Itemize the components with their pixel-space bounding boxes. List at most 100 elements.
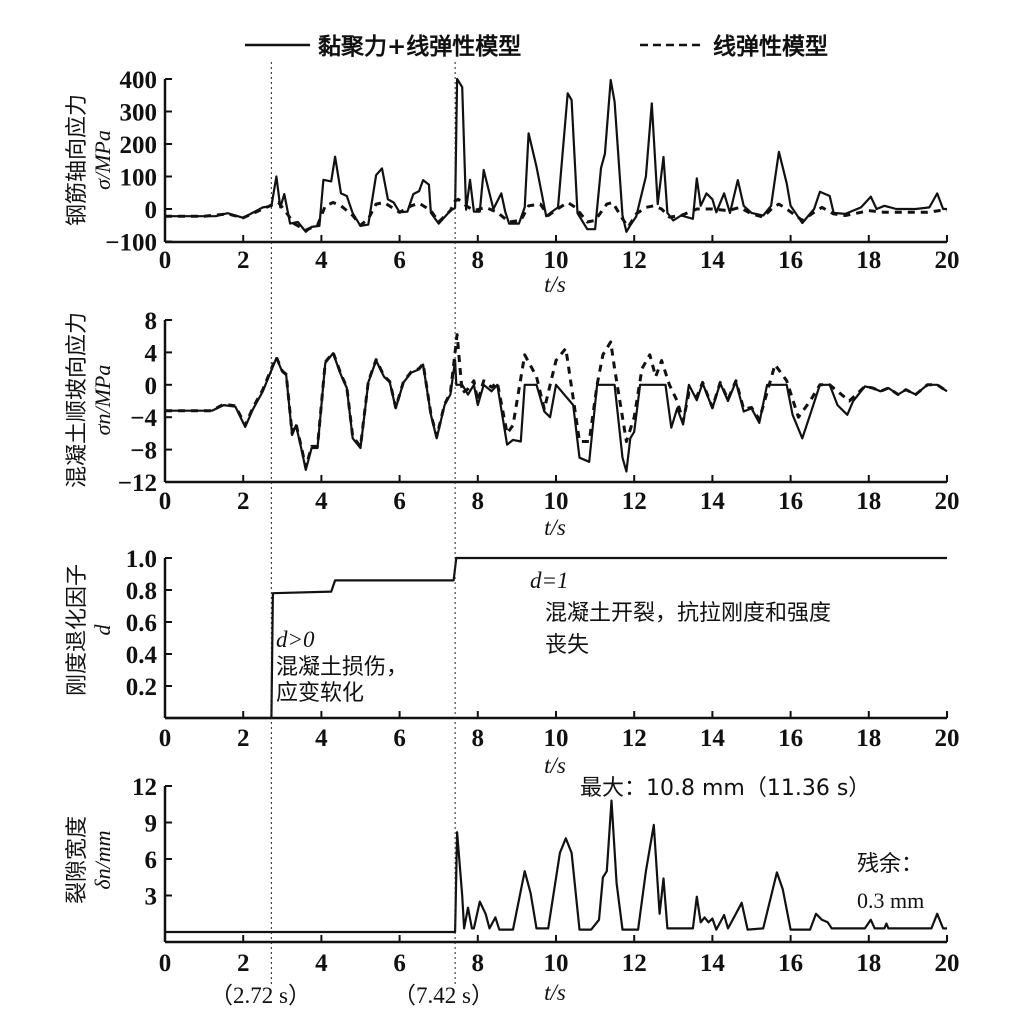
y-tick-label: −8 [130,438,157,465]
y-tick-label: 0 [145,197,158,224]
y-tick-label: 200 [120,132,158,159]
x-tick-label: 20 [935,725,960,752]
annotation-residual-value: 0.3 mm [857,888,924,913]
x-tick-label: 18 [856,247,881,274]
legend-solid-label: 黏聚力+线弹性模型 [318,33,521,60]
annotation-crack-line1: 混凝土开裂，抗拉刚度和强度 [545,601,831,626]
x-tick-label: 12 [622,488,647,515]
legend: 黏聚力+线弹性模型 线弹性模型 [245,33,828,60]
y-axis-symbol: d [90,624,115,636]
x-tick-label: 2 [237,247,250,274]
x-tick-label: 16 [778,950,803,977]
y-axis-symbol: σn/MPa [90,365,115,436]
x-axis-label: t/s [544,753,566,778]
annotation-max: 最大：10.8 mm（11.36 s） [580,776,870,801]
y-axis-label: 刚度退化因子 [65,564,90,696]
series-line-cohesive-solid [165,77,947,233]
x-tick-label: 8 [472,950,485,977]
x-tick-label: 14 [700,247,726,274]
x-tick-label: 4 [315,950,328,977]
y-tick-label: 100 [120,165,158,192]
x-tick-label: 12 [622,725,647,752]
y-tick-label: −12 [118,470,157,497]
y-axis-label: 钢筋轴向应力 [65,94,90,226]
x-tick-label: 14 [700,950,726,977]
y-tick-label: 400 [120,67,158,94]
x-tick-label: 8 [472,247,485,274]
x-axis-label: t/s [544,272,566,297]
series-line-cohesive-solid [165,799,947,934]
annotation-residual-label: 残余： [857,852,923,877]
marker-label-t1: （2.72 s） [210,983,311,1008]
subplot-3: 0 2 4 6 8 10 12 14 16 18 20 1.0 0.8 0.6 0.4 0.2 t/s 刚度退化因… [65,546,960,778]
annotation-damage-symbol: d>0 [276,627,315,652]
x-axis-label: t/s [544,980,566,1005]
subplot-4: 0 2 4 6 8 10 12 14 16 18 20 12 9 6 3 t/s 裂隙宽度 δn/mm 最大：10.… [65,774,960,1005]
y-tick-label: 12 [132,774,157,801]
x-tick-label: 6 [393,488,406,515]
x-tick-label: 10 [544,725,569,752]
x-tick-label: 4 [315,247,328,274]
y-tick-label: −100 [105,230,157,257]
y-axis-symbol: δn/mm [90,830,115,889]
x-tick-label: 6 [393,950,406,977]
x-tick-label: 2 [237,725,250,752]
series-line-elastic-dashed [165,333,948,469]
y-tick-label: 3 [145,884,158,911]
x-tick-label: 10 [544,488,569,515]
x-tick-label: 16 [778,488,803,515]
series-line-cohesive-solid [165,352,948,473]
x-tick-label: 6 [393,725,406,752]
x-tick-label: 12 [622,247,647,274]
legend-dashed-label: 线弹性模型 [713,33,828,60]
x-tick-label: 8 [472,725,485,752]
x-tick-label: 20 [935,950,960,977]
y-tick-label: 0.2 [126,674,157,701]
y-axis-label: 裂隙宽度 [65,816,90,904]
y-tick-label: 300 [120,100,158,127]
x-tick-label: 0 [159,725,172,752]
x-tick-label: 2 [237,488,250,515]
x-tick-label: 20 [935,488,960,515]
x-tick-label: 8 [472,488,485,515]
annotation-damage-line2: 应变软化 [276,681,364,706]
y-tick-label: 8 [145,308,158,335]
x-tick-label: 16 [778,725,803,752]
x-tick-label: 14 [700,725,726,752]
x-tick-label: 2 [237,950,250,977]
x-tick-label: 0 [159,247,172,274]
x-tick-label: 0 [159,950,172,977]
annotation-damage-line1: 混凝土损伤， [276,655,408,680]
x-tick-label: 12 [622,950,647,977]
x-tick-label: 18 [856,950,881,977]
y-tick-label: 1.0 [126,546,157,573]
y-tick-label: 6 [145,847,158,874]
x-tick-label: 6 [393,247,406,274]
x-tick-label: 16 [778,247,803,274]
subplot-2: 0 2 4 6 8 10 12 14 16 18 20 8 4 0 −4 −8 −12 t/s 混凝土顺坡向应力 σn… [65,308,960,540]
x-tick-label: 18 [856,488,881,515]
y-tick-label: −4 [130,405,157,432]
x-tick-label: 10 [544,247,569,274]
x-tick-label: 4 [315,488,328,515]
y-tick-label: 4 [145,340,158,367]
annotation-crack-symbol: d=1 [530,568,569,593]
y-axis-label: 混凝土顺坡向应力 [65,312,90,488]
subplot-1: 0 2 4 6 8 10 12 14 16 18 204003002001000−100t/s钢筋轴… [65,67,960,297]
x-tick-label: 10 [544,950,569,977]
y-tick-label: 9 [145,811,158,838]
x-tick-label: 18 [856,725,881,752]
x-tick-label: 0 [159,488,172,515]
series-line-elastic-dashed [165,197,947,232]
x-axis-label: t/s [544,515,566,540]
annotation-crack-line2: 丧失 [545,633,589,658]
y-tick-label: 0 [145,373,158,400]
y-tick-label: 0.6 [126,610,157,637]
x-tick-label: 14 [700,488,726,515]
y-axis-symbol: σ/MPa [90,130,115,190]
x-tick-label: 20 [935,247,960,274]
y-tick-label: 0.8 [126,578,157,605]
x-tick-label: 4 [315,725,328,752]
y-tick-label: 0.4 [126,642,158,669]
